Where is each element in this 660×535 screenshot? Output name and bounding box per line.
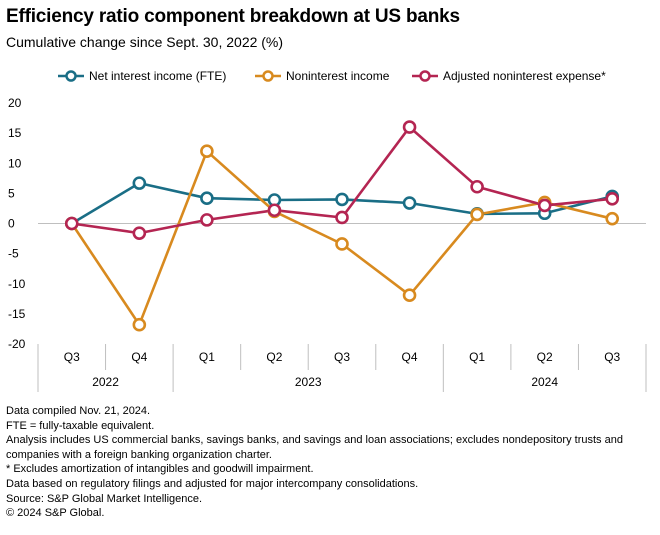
- x-tick-label: Q2: [537, 350, 553, 364]
- x-tick-label: Q3: [604, 350, 620, 364]
- note-copyright: © 2024 S&P Global.: [6, 507, 105, 520]
- y-tick-label: 10: [8, 156, 22, 170]
- note-source: Source: S&P Global Market Intelligence.: [6, 492, 203, 505]
- legend-marker: [262, 70, 274, 82]
- x-group-label: 2023: [295, 375, 322, 389]
- data-point: [200, 191, 214, 205]
- note-exclusions: * Excludes amortization of intangibles a…: [6, 463, 314, 476]
- y-tick-label: 5: [8, 186, 15, 200]
- data-point: [470, 207, 484, 222]
- x-tick-label: Q4: [402, 350, 418, 364]
- legend-marker: [419, 70, 431, 82]
- x-tick-label: Q1: [199, 350, 215, 364]
- y-tick-label: -5: [8, 247, 19, 261]
- data-point: [605, 191, 620, 206]
- data-point: [132, 226, 147, 240]
- note-fte: FTE = fully-taxable equivalent.: [6, 419, 155, 432]
- chart-subtitle: Cumulative change since Sept. 30, 2022 (…: [6, 34, 284, 50]
- data-point: [402, 120, 417, 134]
- chart-title: Efficiency ratio component breakdown at …: [6, 6, 460, 27]
- y-tick-label: 15: [8, 126, 22, 140]
- data-point: [335, 210, 349, 225]
- note-scope: Analysis includes US commercial banks, s…: [6, 434, 623, 461]
- data-point: [132, 317, 147, 332]
- x-tick-label: Q1: [469, 350, 485, 364]
- note-basis: Data based on regulatory filings and adj…: [6, 477, 419, 490]
- line-chart: Net interest income (FTE) Noninterest inc…: [8, 69, 647, 392]
- x-tick-label: Q3: [334, 350, 350, 364]
- data-point: [335, 192, 349, 207]
- y-tick-label: -20: [8, 337, 26, 351]
- data-point: [402, 196, 417, 210]
- x-tick-label: Q3: [64, 350, 80, 364]
- y-tick-label: -15: [8, 307, 26, 321]
- x-tick-label: Q4: [131, 350, 147, 364]
- x-tick-label: Q2: [266, 350, 282, 364]
- data-point: [64, 216, 79, 231]
- data-point: [402, 288, 417, 302]
- legend-marker: [65, 70, 77, 82]
- x-group-label: 2022: [92, 375, 119, 389]
- legend-label: Noninterest income: [286, 69, 390, 83]
- data-point: [470, 179, 484, 194]
- legend-label: Net interest income (FTE): [89, 69, 226, 83]
- x-group-label: 2024: [531, 375, 558, 389]
- data-point: [335, 237, 349, 251]
- data-point: [605, 211, 620, 226]
- data-point: [132, 176, 147, 190]
- data-point: [200, 213, 214, 227]
- data-point: [267, 203, 282, 218]
- footnotes: Data compiled Nov. 21, 2024. FTE = fully…: [6, 404, 656, 521]
- note-date: Data compiled Nov. 21, 2024.: [6, 405, 151, 417]
- data-point: [200, 144, 214, 158]
- y-tick-label: 0: [8, 217, 15, 231]
- data-point: [537, 198, 552, 213]
- y-tick-label: 20: [8, 96, 22, 110]
- legend-label: Adjusted noninterest expense*: [443, 69, 606, 83]
- y-tick-label: -10: [8, 277, 26, 291]
